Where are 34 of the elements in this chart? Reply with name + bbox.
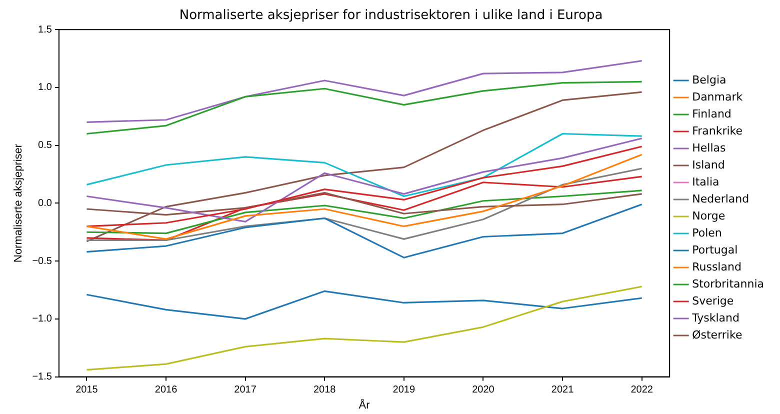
y-tick-label: −1.5 [32, 372, 52, 383]
legend-label: Sverige [692, 294, 734, 308]
legend-label: Tyskland [691, 311, 740, 324]
legend-label: Finland [692, 107, 732, 120]
legend-label: Hellas [692, 141, 726, 154]
legend-label: Island [692, 158, 725, 172]
legend-label: Belgia [692, 73, 726, 86]
x-tick-label: 2018 [313, 384, 336, 396]
x-tick-label: 2021 [551, 384, 574, 396]
y-tick-label: 1.5 [38, 24, 52, 36]
y-tick-label: −0.5 [32, 256, 52, 267]
x-tick-label: 2017 [234, 384, 257, 396]
legend-label: Russland [692, 260, 742, 274]
legend-label: Norge [692, 209, 726, 222]
x-axis-title: År [358, 398, 370, 412]
legend-label: Frankrike [692, 124, 743, 138]
y-tick-label: 0.0 [38, 198, 52, 209]
legend-label: Nederland [692, 192, 750, 206]
y-tick-label: 1.0 [38, 82, 52, 94]
x-tick-label: 2015 [76, 384, 98, 396]
y-axis-title: Normaliserte aksjepriser [12, 144, 25, 262]
legend-label: Italia [692, 175, 720, 188]
legend-label: Østerrike [692, 328, 742, 342]
x-tick-label: 2020 [472, 384, 495, 396]
legend-label: Polen [692, 226, 722, 240]
legend-label: Danmark [692, 90, 744, 104]
legend-label: Storbritannia [692, 277, 764, 290]
x-tick-label: 2016 [154, 384, 178, 396]
chart-title: Normaliserte aksjepriser for industrisektoren i ulike land i Europa [179, 8, 603, 24]
y-tick-label: 0.5 [38, 140, 52, 152]
x-tick-label: 2022 [630, 384, 654, 396]
y-tick-label: −1.0 [32, 314, 52, 325]
legend-label: Portugal [692, 243, 738, 256]
x-tick-label: 2019 [392, 384, 416, 396]
